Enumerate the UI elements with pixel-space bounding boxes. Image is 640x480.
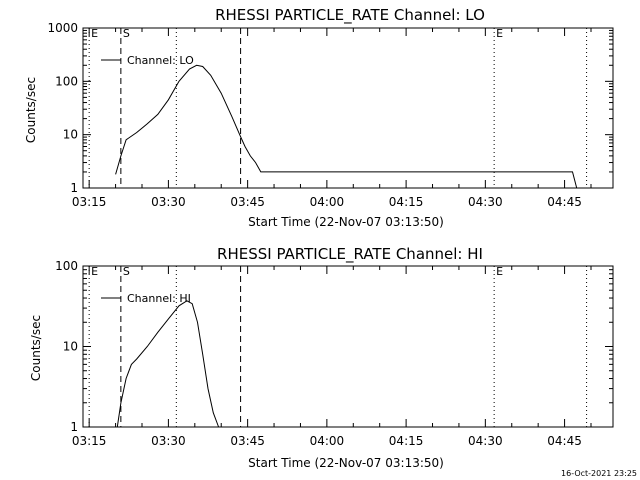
lo-y-tick-label: 1 [70, 181, 78, 195]
lo-channel-chart: RHESSI PARTICLE_RATE Channel: LO Counts/… [24, 6, 614, 229]
lo-x-tick-label: 04:15 [389, 195, 424, 209]
hi-x-tick-label: 04:00 [310, 434, 345, 448]
lo-event-marker-label: E [91, 27, 98, 40]
lo-chart-title: RHESSI PARTICLE_RATE Channel: LO [215, 6, 485, 25]
lo-y-axis-label: Counts/sec [24, 77, 38, 143]
lo-event-marker-label: S [123, 27, 130, 40]
hi-plot-frame [82, 265, 614, 428]
hi-rate-series-line [116, 300, 220, 428]
lo-y-tick-label: 100 [55, 74, 78, 88]
lo-legend-label: Channel: LO [127, 54, 194, 67]
lo-event-marker-label: E [496, 27, 503, 40]
hi-chart-title: RHESSI PARTICLE_RATE Channel: HI [217, 245, 483, 264]
hi-y-tick-label: 100 [55, 259, 78, 273]
lo-x-tick-label: 04:00 [310, 195, 345, 209]
hi-x-axis-label: Start Time (22-Nov-07 03:13:50) [248, 456, 444, 470]
hi-y-tick-label: 10 [63, 340, 78, 354]
hi-event-marker-label: S [123, 265, 130, 278]
lo-plot-frame [82, 27, 614, 189]
lo-x-tick-label: 04:45 [547, 195, 582, 209]
lo-x-tick-label: 03:15 [72, 195, 107, 209]
hi-event-marker-label: E [496, 265, 503, 278]
hi-x-tick-label: 03:15 [72, 434, 107, 448]
hi-x-tick-label: 04:30 [468, 434, 503, 448]
hi-legend-label: Channel: HI [127, 292, 191, 305]
hi-y-axis-label: Counts/sec [29, 315, 43, 381]
lo-x-tick-label: 03:45 [230, 195, 265, 209]
lo-x-tick-label: 04:30 [468, 195, 503, 209]
lo-x-tick-label: 03:30 [151, 195, 186, 209]
hi-x-tick-label: 04:45 [547, 434, 582, 448]
hi-x-tick-label: 04:15 [389, 434, 424, 448]
hi-y-tick-label: 1 [70, 420, 78, 434]
lo-rate-series-line [115, 64, 578, 189]
hi-x-tick-label: 03:45 [230, 434, 265, 448]
timestamp-stamp: 16-Oct-2021 23:25 [561, 469, 637, 478]
hi-channel-chart: RHESSI PARTICLE_RATE Channel: HI Counts/… [29, 245, 614, 470]
lo-x-axis-label: Start Time (22-Nov-07 03:13:50) [248, 215, 444, 229]
lo-y-tick-label: 1000 [47, 21, 78, 35]
lo-y-tick-label: 10 [63, 128, 78, 142]
hi-event-marker-label: E [91, 265, 98, 278]
hi-x-tick-label: 03:30 [151, 434, 186, 448]
